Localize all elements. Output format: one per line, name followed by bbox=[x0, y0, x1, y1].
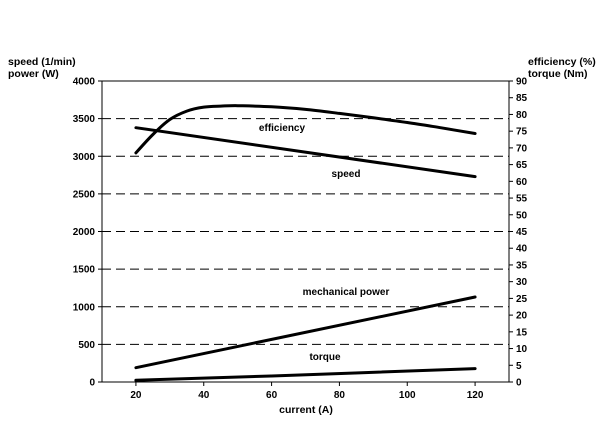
right-tick-label: 35 bbox=[516, 260, 528, 271]
x-axis-title: current (A) bbox=[279, 404, 333, 416]
series-line-torque bbox=[134, 367, 477, 382]
right-tick-label: 55 bbox=[516, 194, 528, 205]
right-tick-label: 15 bbox=[516, 327, 528, 338]
left-tick-label: 2500 bbox=[73, 189, 96, 200]
x-tick-label: 20 bbox=[130, 390, 142, 401]
right-axis-title-line2: torque (Nm) bbox=[528, 68, 588, 80]
left-tick-label: 2000 bbox=[73, 227, 96, 238]
right-tick-label: 30 bbox=[516, 277, 528, 288]
left-tick-label: 3000 bbox=[73, 152, 96, 163]
x-tick-label: 100 bbox=[399, 390, 416, 401]
series-label-speed: speed bbox=[332, 169, 361, 180]
right-tick-label: 50 bbox=[516, 210, 528, 221]
series-label-efficiency: efficiency bbox=[259, 123, 306, 134]
right-axis-title-line1: efficiency (%) bbox=[528, 56, 596, 68]
x-tick-label: 120 bbox=[467, 390, 484, 401]
right-axis-ticks: 0 5 10 15 20 25 30 35 40 45 50 55 60 65 70 75 80 85 90 bbox=[509, 77, 528, 389]
series-line-efficiency bbox=[134, 104, 477, 155]
right-tick-label: 85 bbox=[516, 93, 528, 104]
right-tick-label: 90 bbox=[516, 77, 528, 88]
left-tick-label: 1500 bbox=[73, 265, 96, 276]
right-tick-label: 10 bbox=[516, 344, 528, 355]
right-tick-label: 60 bbox=[516, 177, 528, 188]
right-tick-label: 25 bbox=[516, 294, 528, 305]
series-label-torque: torque bbox=[309, 352, 341, 363]
right-tick-label: 40 bbox=[516, 244, 528, 255]
x-tick-label: 80 bbox=[334, 390, 346, 401]
x-tick-label: 60 bbox=[266, 390, 278, 401]
left-axis-title-line2: power (W) bbox=[8, 68, 59, 80]
series-label-mechanical-power: mechanical power bbox=[303, 287, 390, 298]
grid-lines bbox=[102, 118, 509, 345]
x-axis-ticks: 20 40 60 80 100 120 bbox=[130, 382, 484, 401]
right-tick-label: 20 bbox=[516, 311, 528, 322]
series-line-mechanical-power bbox=[134, 295, 477, 370]
right-tick-label: 65 bbox=[516, 160, 528, 171]
right-tick-label: 75 bbox=[516, 127, 528, 138]
left-axis-title-line1: speed (1/min) bbox=[8, 56, 76, 68]
right-tick-label: 5 bbox=[516, 361, 522, 372]
left-tick-label: 500 bbox=[78, 340, 95, 351]
left-tick-label: 1000 bbox=[73, 302, 96, 313]
right-tick-label: 70 bbox=[516, 143, 528, 154]
right-tick-label: 45 bbox=[516, 227, 528, 238]
series-lines bbox=[134, 104, 477, 382]
series-line-speed bbox=[134, 126, 477, 179]
left-axis-ticks: 0 500 1000 1500 2000 2500 3000 3500 4000 bbox=[73, 77, 102, 389]
right-tick-label: 80 bbox=[516, 110, 528, 121]
x-tick-label: 40 bbox=[198, 390, 210, 401]
left-tick-label: 0 bbox=[89, 378, 95, 389]
left-tick-label: 3500 bbox=[73, 114, 96, 125]
left-tick-label: 4000 bbox=[73, 77, 96, 88]
right-tick-label: 0 bbox=[516, 378, 522, 389]
